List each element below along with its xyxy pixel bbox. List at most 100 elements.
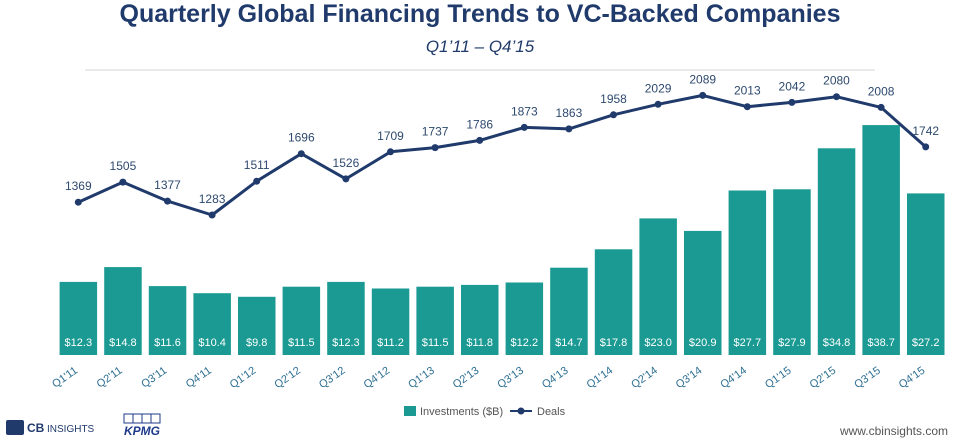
kpmg-logo: KPMG (123, 413, 161, 438)
investment-bar-label: $27.7 (734, 337, 762, 349)
category-label: Q3'12 (317, 365, 348, 391)
category-label: Q2'15 (808, 365, 839, 391)
investment-bar-label: $12.3 (65, 337, 93, 349)
cb-logo-mark (6, 420, 24, 435)
deals-marker (877, 103, 885, 111)
deals-label: 1786 (466, 117, 493, 131)
investment-bar (594, 249, 633, 355)
investment-bar (282, 286, 321, 355)
deals-marker (119, 178, 127, 186)
deals-label: 2013 (734, 84, 761, 98)
investment-bar-label: $11.5 (422, 337, 449, 349)
investment-bar (862, 125, 900, 355)
deals-marker (654, 100, 662, 108)
deals-label: 1369 (65, 179, 92, 193)
investment-bar-label: $12.3 (332, 337, 360, 349)
investment-bar (59, 281, 98, 355)
cb-logo-insights: INSIGHTS (47, 424, 95, 435)
investment-bar (817, 148, 856, 355)
investment-bars (59, 125, 945, 355)
investment-bar (728, 190, 767, 355)
deals-line (77, 93, 927, 217)
category-label: Q2'13 (451, 365, 482, 391)
investment-bar-labels: $12.3 $14.8 $11.6 $10.4 $9.8 $11.5 $12.3 $11.2 $… (65, 337, 940, 349)
deals-marker (610, 111, 617, 119)
investment-bar (639, 218, 677, 355)
investment-bar-label: $12.2 (511, 337, 539, 349)
deals-labels: 1369 1505 1377 1283 1511 1696 1526 1709 1737 1786… (65, 72, 939, 206)
deals-label: 1873 (511, 104, 538, 118)
category-label: Q2'12 (272, 365, 303, 391)
investment-bar (371, 288, 410, 355)
chart-subtitle: Q1’11 – Q4’15 (426, 37, 535, 56)
deals-marker (387, 148, 394, 156)
category-label: Q2'11 (95, 365, 125, 391)
investment-bar (327, 281, 365, 355)
deals-marker (699, 91, 707, 99)
deals-label: 1283 (199, 192, 226, 206)
deals-marker (208, 211, 216, 219)
deals-line-group (74, 91, 930, 219)
investment-bar-label: $11.6 (154, 337, 181, 349)
deals-marker (476, 136, 484, 144)
deals-label: 1742 (912, 124, 939, 138)
investment-bar (104, 267, 142, 355)
investment-bar-label: $38.7 (867, 337, 895, 349)
deals-label: 1511 (244, 158, 270, 172)
investment-bar-label: $34.8 (823, 337, 851, 349)
category-label: Q1'15 (763, 365, 794, 391)
deals-marker (297, 150, 305, 158)
category-label: Q1'12 (228, 365, 259, 391)
investment-bar-label: $14.8 (109, 337, 137, 349)
investment-bar-label: $23.0 (644, 337, 672, 349)
deals-label: 2042 (779, 79, 806, 93)
deals-marker (74, 198, 82, 206)
deals-marker (922, 143, 930, 151)
category-label: Q3'11 (139, 365, 169, 391)
deals-label: 2029 (645, 81, 672, 95)
deals-label: 1737 (422, 125, 449, 139)
deals-marker (431, 144, 439, 152)
investment-bar (505, 282, 544, 355)
investment-bar-label: $9.8 (246, 337, 267, 349)
cb-logo-text: CB (27, 421, 45, 435)
kpmg-box-4 (150, 413, 161, 424)
kpmg-box-3 (141, 413, 152, 424)
category-label: Q1'11 (50, 365, 80, 391)
investment-bar (238, 296, 276, 355)
investment-bar-label: $11.8 (466, 337, 493, 349)
category-label: Q3'13 (495, 365, 526, 391)
category-labels: Q1'11 Q2'11 Q3'11 Q4'11 Q1'12 Q2'12 Q3'12 Q4'12… (50, 365, 927, 391)
investment-bar (550, 267, 588, 355)
investment-bar (773, 189, 811, 355)
deals-label: 2080 (823, 74, 850, 88)
investment-bar-label: $11.5 (288, 337, 315, 349)
deals-marker (743, 103, 751, 111)
category-label: Q4'13 (540, 365, 571, 391)
investment-bar-label: $14.7 (555, 337, 583, 349)
deals-label: 1709 (377, 129, 404, 143)
category-label: Q1'14 (585, 365, 616, 391)
deals-label: 2089 (689, 72, 716, 86)
kpmg-box-2 (132, 413, 143, 424)
investment-bar (193, 293, 231, 355)
kpmg-logo-text: KPMG (124, 424, 160, 438)
deals-label: 1505 (110, 159, 137, 173)
deals-label: 1863 (556, 106, 583, 120)
cb-insights-logo: CB INSIGHTS (6, 420, 95, 435)
investment-bar (684, 230, 722, 355)
category-label: Q2'14 (629, 365, 660, 391)
deals-marker (520, 123, 528, 131)
category-label: Q1'13 (406, 365, 437, 391)
investment-bar (461, 284, 499, 355)
investment-bar-label: $17.8 (600, 337, 628, 349)
deals-label: 1377 (154, 178, 181, 192)
deals-label: 1958 (600, 92, 627, 106)
category-label: Q4'11 (184, 365, 214, 391)
legend-investments-label: Investments ($B) (420, 406, 503, 418)
deals-marker (253, 177, 261, 185)
investment-bar-label: $20.9 (689, 337, 717, 349)
legend-deals-label: Deals (537, 406, 566, 418)
deals-marker (565, 125, 573, 133)
category-label: Q4'12 (362, 365, 393, 391)
